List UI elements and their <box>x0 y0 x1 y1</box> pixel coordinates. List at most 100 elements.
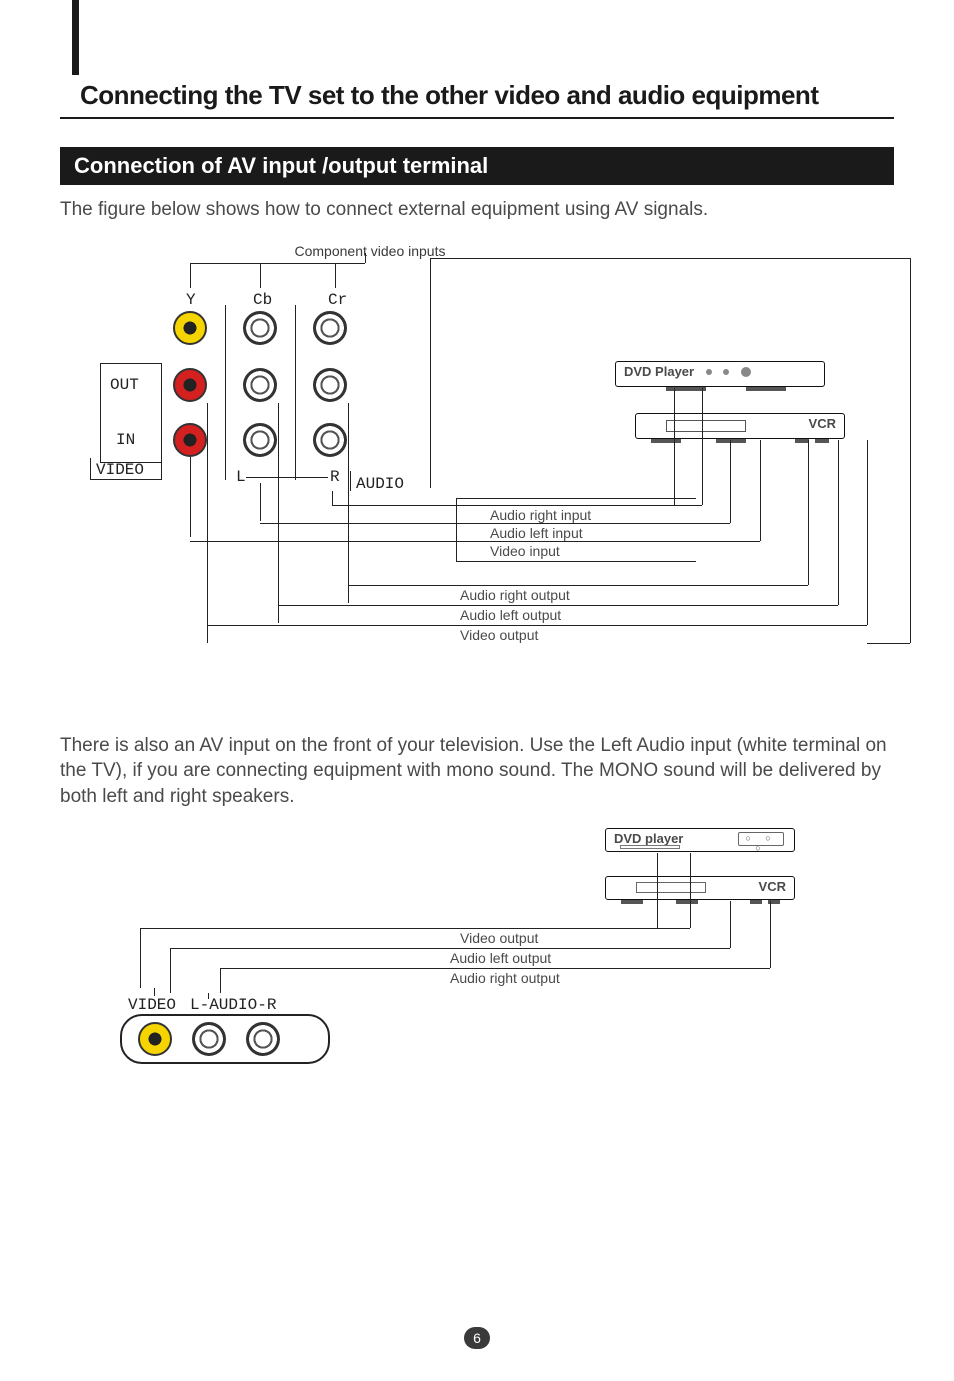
front-audio-r-jack <box>246 1022 280 1056</box>
video-out-label: Video output <box>460 627 538 643</box>
dvd-device: DVD Player <box>615 361 825 387</box>
device-slot <box>815 439 829 443</box>
wire <box>760 440 761 541</box>
dvd-label: DVD Player <box>624 364 694 379</box>
wire <box>278 403 279 623</box>
l-label: L <box>236 468 246 486</box>
front-audio-label: L-AUDIO-R <box>190 996 276 1014</box>
audio-r-out-jack <box>313 368 347 402</box>
vcr2-label: VCR <box>759 879 786 894</box>
wire <box>140 928 141 988</box>
wire <box>867 643 910 644</box>
front-audio-l-jack <box>192 1022 226 1056</box>
wire <box>867 440 868 625</box>
device-slot <box>666 387 706 391</box>
wire <box>170 948 171 993</box>
wire <box>260 483 261 521</box>
vcr-slot <box>666 420 746 432</box>
cr-label: Cr <box>328 291 347 309</box>
wire <box>348 403 349 603</box>
wire <box>220 968 221 993</box>
device-slot <box>750 900 762 904</box>
video-in-jack <box>173 423 207 457</box>
in-label: IN <box>116 431 135 449</box>
device-slot <box>746 387 786 391</box>
wire <box>246 477 328 478</box>
wire <box>260 263 261 288</box>
wire <box>808 440 809 585</box>
cb-label: Cb <box>253 291 272 309</box>
r-label: R <box>330 468 340 486</box>
rear-panel-diagram: Component video inputs Y Cb Cr OUT IN VI… <box>60 243 894 693</box>
video-out-jack <box>173 368 207 402</box>
divider <box>225 305 226 480</box>
label-line <box>140 928 690 930</box>
audio-label: AUDIO <box>356 475 404 493</box>
wire <box>207 403 208 643</box>
in-group-bracket <box>456 498 696 562</box>
device-slot <box>676 900 698 904</box>
vcr2-slot <box>636 882 706 893</box>
section-title: Connecting the TV set to the other video… <box>60 80 894 119</box>
wire <box>335 263 365 264</box>
device-slot <box>716 439 746 443</box>
front-video-label: VIDEO <box>128 996 176 1014</box>
audio-left-out-label-2: Audio left output <box>450 950 551 966</box>
wire <box>208 993 209 999</box>
wire <box>430 258 910 259</box>
audio-right-out-label: Audio right output <box>460 587 570 603</box>
video-out-label-2: Video output <box>460 930 538 946</box>
wire <box>730 440 731 523</box>
wire <box>335 263 336 288</box>
component-caption: Component video inputs <box>260 243 480 259</box>
vcr-label: VCR <box>809 416 836 431</box>
audio-right-out-label-2: Audio right output <box>450 970 560 986</box>
dvd-dot <box>706 369 712 375</box>
wire <box>332 491 333 505</box>
wire <box>910 258 911 643</box>
dvd-device-2: DVD player ○ ○ ○ <box>605 828 795 852</box>
vcr-device-2: VCR <box>605 876 795 900</box>
intro-text: The figure below shows how to connect ex… <box>60 197 894 223</box>
wire <box>190 263 335 264</box>
wire <box>190 457 191 537</box>
component-y-jack <box>173 311 207 345</box>
wire <box>838 440 839 605</box>
divider <box>295 305 296 480</box>
audio-left-out-label: Audio left output <box>460 607 561 623</box>
dvd-dot <box>723 369 729 375</box>
middle-text: There is also an AV input on the front o… <box>60 733 894 810</box>
wire <box>674 388 675 505</box>
wire <box>690 853 691 928</box>
component-cr-jack <box>313 311 347 345</box>
wire <box>657 853 658 928</box>
vcr-device: VCR <box>635 413 845 439</box>
device-slot <box>651 439 681 443</box>
front-panel-diagram: DVD player ○ ○ ○ VCR Video output Audio … <box>60 828 894 1088</box>
component-cb-jack <box>243 311 277 345</box>
page-number: 6 <box>464 1327 490 1349</box>
dvd-dot <box>741 367 751 377</box>
dvd2-dots: ○ ○ ○ <box>738 832 784 846</box>
wire <box>430 258 431 488</box>
wire <box>702 388 703 505</box>
dvd2-label: DVD player <box>614 831 683 846</box>
wire <box>770 901 771 968</box>
audio-l-out-jack <box>243 368 277 402</box>
wire <box>730 901 731 948</box>
y-label: Y <box>186 291 196 309</box>
dvd2-tray <box>620 845 680 849</box>
front-video-jack <box>138 1022 172 1056</box>
connection-subtitle-bar: Connection of AV input /output terminal <box>60 147 894 185</box>
wire <box>190 263 191 288</box>
device-slot <box>795 439 809 443</box>
audio-r-in-jack <box>313 423 347 457</box>
video-label: VIDEO <box>96 461 144 479</box>
wire <box>154 988 155 996</box>
out-label: OUT <box>110 376 139 394</box>
device-slot <box>621 900 643 904</box>
header-vertical-bar <box>72 0 79 75</box>
wire <box>365 253 366 263</box>
label-line <box>348 585 808 587</box>
audio-l-in-jack <box>243 423 277 457</box>
